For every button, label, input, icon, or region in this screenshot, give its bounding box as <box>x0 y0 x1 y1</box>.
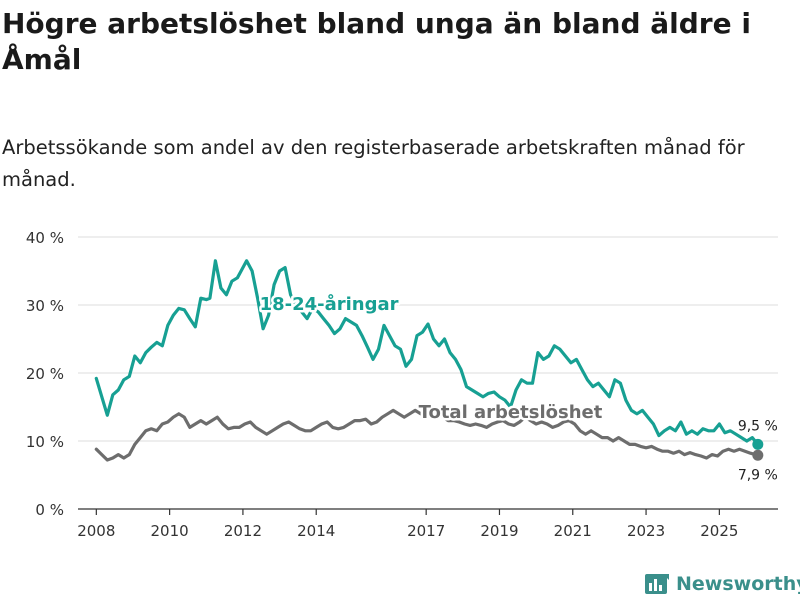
series-label-total-halo: Total arbetslöshet <box>419 402 603 423</box>
x-tick-label: 2021 <box>554 522 592 540</box>
series-label-youth: 18-24-åringar <box>260 293 399 315</box>
chart-subtitle: Arbetssökande som andel av den registerb… <box>2 136 745 191</box>
x-tick-label: 2023 <box>627 522 665 540</box>
brand-logo: Newsworthy <box>644 570 800 598</box>
x-tick-label: 2019 <box>480 522 518 540</box>
x-tick-label: 2010 <box>151 522 189 540</box>
y-tick-label: 0 % <box>35 501 64 519</box>
x-tick-label: 2025 <box>700 522 738 540</box>
x-tick-label: 2012 <box>224 522 262 540</box>
x-tick-label: 2008 <box>77 522 115 540</box>
end-label-youth: 9,5 % <box>738 418 778 434</box>
series-label-total: Total arbetslöshet <box>419 402 603 423</box>
chart-title: Högre arbetslöshet bland unga än bland ä… <box>2 7 751 76</box>
x-tick-label: 2017 <box>407 522 445 540</box>
end-point-total <box>752 449 764 461</box>
brand-name: Newsworthy <box>676 573 800 595</box>
x-tick-label: 2014 <box>297 522 335 540</box>
series-label-youth-halo: 18-24-åringar <box>260 293 399 315</box>
y-tick-label: 30 % <box>26 297 64 315</box>
series-line-total <box>94 406 760 462</box>
y-tick-label: 10 % <box>26 433 64 451</box>
y-tick-label: 40 % <box>26 229 64 247</box>
newsworthy-logo-icon <box>645 574 669 594</box>
series-line-youth <box>94 259 760 446</box>
end-label-total: 7,9 % <box>738 467 778 483</box>
y-tick-label: 20 % <box>26 365 64 383</box>
end-point-youth <box>752 438 764 450</box>
